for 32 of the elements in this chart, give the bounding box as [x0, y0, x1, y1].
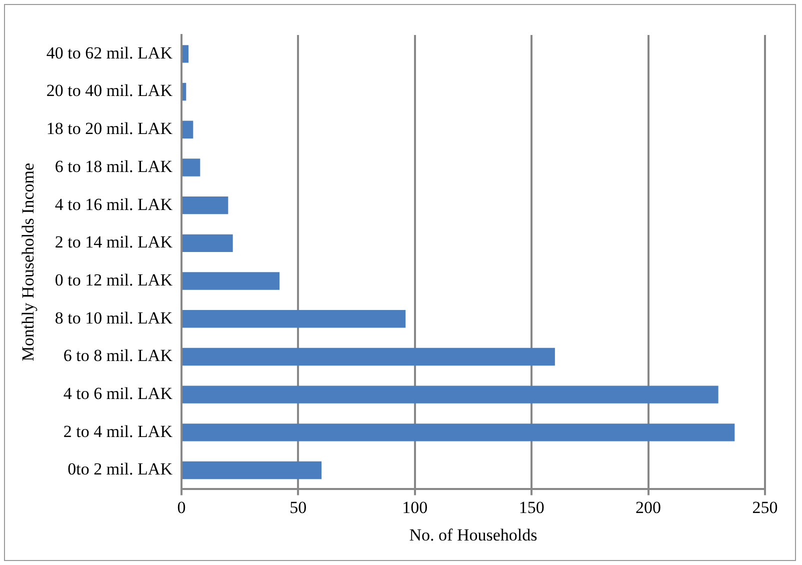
y-tick-label: 0to 2 mil. LAK	[68, 460, 174, 479]
x-tick-label: 100	[402, 498, 428, 517]
x-tick-label: 250	[752, 498, 778, 517]
x-tick-label: 0	[177, 498, 186, 517]
y-tick-label: 4 to 6 mil. LAK	[63, 384, 174, 404]
bar	[182, 45, 188, 63]
y-tick-label: 2 to 4 mil. LAK	[63, 422, 174, 441]
x-tick-label: 200	[636, 498, 662, 517]
bar	[182, 196, 228, 214]
bar	[182, 158, 200, 176]
x-tick-label: 50	[290, 498, 307, 517]
y-axis-title: Monthly Households Income	[18, 162, 38, 362]
bar	[182, 348, 555, 366]
y-tick-label: 18 to 20 mil. LAK	[46, 119, 174, 138]
y-tick-label: 6 to 8 mil. LAK	[63, 346, 174, 366]
y-tick-label: 20 to 40 mil. LAK	[46, 81, 174, 100]
x-axis-title: No. of Households	[409, 525, 538, 544]
bar	[182, 424, 735, 442]
x-tick-label: 150	[518, 498, 544, 517]
y-tick-label: 2 to 14 mil. LAK	[54, 232, 174, 252]
bar	[182, 461, 322, 480]
y-tick-label: 8 to 10 mil. LAK	[54, 308, 174, 328]
y-tick-label: 0 to 12 mil. LAK	[54, 270, 174, 290]
bar	[182, 386, 718, 404]
bar	[182, 234, 233, 252]
y-tick-label: 40 to 62 mil. LAK	[46, 43, 174, 62]
bar	[182, 310, 406, 328]
bar	[182, 120, 194, 138]
bar	[182, 82, 186, 101]
y-tick-label: 6 to 18 mil. LAK	[54, 156, 174, 176]
bar	[182, 272, 280, 290]
y-tick-label: 4 to 16 mil. LAK	[54, 194, 174, 214]
